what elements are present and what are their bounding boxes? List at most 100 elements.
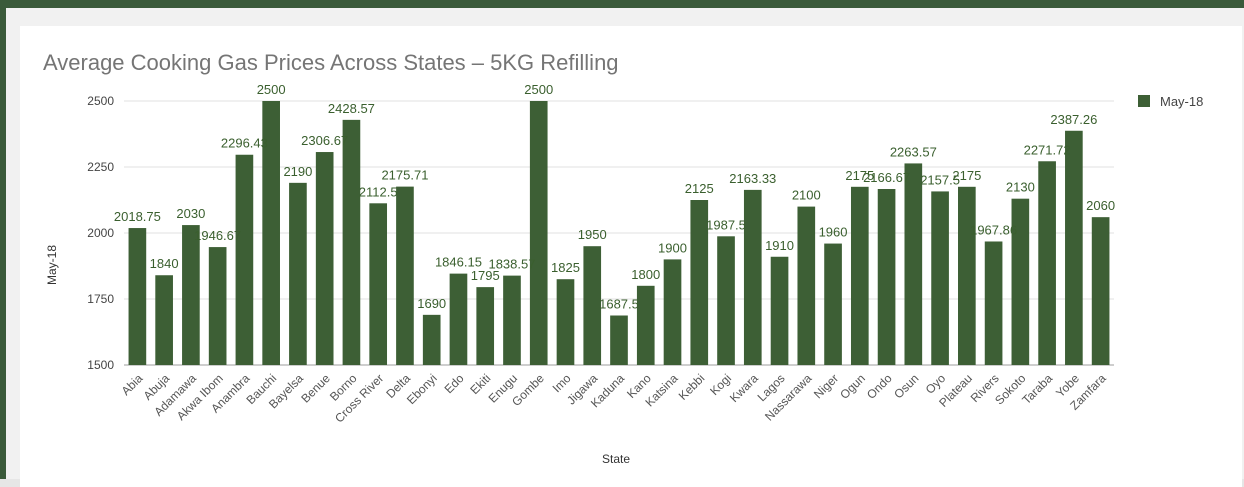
- bar: [663, 259, 682, 365]
- bar: [797, 206, 816, 365]
- data-label: 2018.75: [114, 209, 161, 224]
- data-label: 2175: [952, 168, 981, 183]
- bar: [1065, 130, 1083, 365]
- x-tick-label: Kwara: [727, 371, 761, 405]
- x-tick-label: Osun: [891, 371, 921, 401]
- data-label: 1795: [471, 268, 500, 283]
- bar: [583, 246, 602, 365]
- bar-chart: Average Cooking Gas Prices Across States…: [43, 50, 1203, 466]
- bar: [529, 101, 548, 365]
- x-tick-label: Ogun: [837, 371, 868, 402]
- data-label: 1987.5: [706, 217, 746, 232]
- bar: [289, 182, 307, 365]
- data-label: 2175.71: [381, 168, 428, 183]
- x-tick-label: Kebbi: [676, 371, 708, 403]
- x-tick-label: Ebonyi: [404, 371, 440, 407]
- data-label: 2166.67: [863, 170, 910, 185]
- x-tick-label: Ondo: [864, 371, 895, 402]
- data-label: 2271.72: [1024, 142, 1071, 157]
- x-tick-label: Edo: [442, 371, 467, 396]
- y-tick-label: 2000: [87, 226, 114, 240]
- legend-swatch: [1138, 95, 1150, 107]
- y-tick-label: 1750: [87, 292, 114, 306]
- data-label: 2100: [792, 188, 821, 203]
- chart-panel: Average Cooking Gas Prices Across States…: [20, 26, 1242, 487]
- x-axis-title: State: [602, 452, 630, 466]
- x-tick-label: Taraba: [1019, 371, 1055, 407]
- data-label: 1687.5: [599, 297, 639, 312]
- data-label: 2130: [1006, 180, 1035, 195]
- y-axis-title: May-18: [45, 245, 59, 285]
- x-tick-label: Niger: [811, 371, 841, 401]
- bar: [396, 186, 414, 365]
- data-label: 2163.33: [729, 171, 776, 186]
- bar: [636, 285, 655, 365]
- data-label: 2306.67: [301, 133, 348, 148]
- data-label: 1800: [631, 267, 660, 282]
- data-label: 1846.15: [435, 255, 482, 270]
- gridlines: [124, 100, 1114, 366]
- data-label: 2500: [257, 82, 286, 97]
- data-label: 1950: [578, 227, 607, 242]
- bar: [610, 315, 628, 365]
- data-label: 2112.5: [359, 184, 398, 199]
- bar: [208, 247, 227, 365]
- bar: [850, 186, 869, 365]
- bar: [315, 152, 334, 365]
- data-labels: 2018.75 1840 2030 1946.67 2296.43 2500 2190 230…: [114, 82, 1115, 312]
- bar: [958, 186, 976, 365]
- bar: [1011, 198, 1030, 365]
- y-tick-label: 2250: [87, 160, 114, 174]
- bar: [369, 203, 388, 365]
- data-label: 1690: [417, 296, 446, 311]
- data-label: 2190: [283, 164, 312, 179]
- bar: [1091, 217, 1110, 365]
- y-axis-ticks: 1500 1750 2000 2250 2500: [87, 94, 114, 372]
- data-label: 2030: [176, 206, 205, 221]
- data-label: 1946.67: [194, 228, 241, 243]
- bar: [155, 275, 173, 365]
- bar: [904, 163, 923, 365]
- data-label: 1960: [819, 225, 848, 240]
- data-label: 1910: [765, 238, 794, 253]
- data-label: 2263.57: [890, 144, 937, 159]
- data-label: 2296.43: [221, 136, 268, 151]
- chart-title: Average Cooking Gas Prices Across States…: [43, 50, 619, 75]
- data-label: 2428.57: [328, 101, 375, 116]
- bar: [877, 188, 896, 365]
- y-tick-label: 2500: [87, 94, 114, 108]
- data-label: 1825: [551, 260, 580, 275]
- bar: [182, 225, 200, 365]
- legend-label: May-18: [1160, 94, 1203, 109]
- data-label: 2125: [685, 181, 714, 196]
- bar: [1038, 161, 1056, 365]
- bar: [128, 228, 147, 365]
- y-tick-label: 1500: [87, 358, 114, 372]
- bar: [449, 273, 468, 365]
- bar: [476, 287, 495, 365]
- bar: [931, 191, 949, 365]
- bar: [717, 236, 735, 365]
- bar: [770, 256, 789, 365]
- x-tick-label: Benue: [298, 371, 333, 406]
- data-label: 1967.86: [970, 222, 1017, 237]
- legend: May-18: [1138, 94, 1203, 109]
- bar: [342, 119, 361, 366]
- data-label: 2500: [524, 82, 553, 97]
- data-label: 2157.5: [920, 172, 960, 187]
- data-label: 1838.57: [488, 257, 535, 272]
- data-label: 2175: [845, 168, 874, 183]
- bar: [235, 154, 254, 365]
- bars: [128, 101, 1110, 366]
- bar: [690, 200, 709, 365]
- bar: [503, 275, 521, 365]
- bar: [422, 314, 441, 365]
- data-label: 2060: [1086, 198, 1115, 213]
- bar: [262, 101, 280, 365]
- bar: [824, 243, 842, 365]
- bar: [984, 241, 1003, 365]
- data-label: 1840: [150, 256, 179, 271]
- data-label: 1900: [658, 240, 687, 255]
